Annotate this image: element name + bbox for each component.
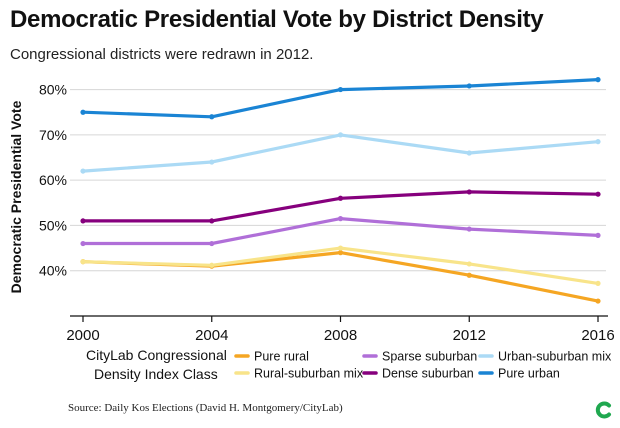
data-point-urban-suburban-mix bbox=[337, 132, 344, 138]
data-point-pure-urban bbox=[337, 86, 344, 93]
y-tick-label: 60% bbox=[39, 172, 67, 188]
legend-title-line-1: CityLab Congressional bbox=[86, 347, 227, 363]
y-tick-label: 70% bbox=[39, 127, 67, 143]
data-point-pure-urban bbox=[595, 77, 601, 83]
data-point-urban-suburban-mix bbox=[209, 159, 215, 165]
data-point-urban-suburban-mix bbox=[466, 150, 472, 156]
data-point-urban-suburban-mix bbox=[80, 168, 86, 174]
data-point-pure-rural bbox=[337, 250, 344, 256]
legend-label-dense-suburban: Dense suburban bbox=[382, 367, 474, 381]
legend-label-pure-rural: Pure rural bbox=[254, 350, 309, 364]
legend-label-rural-suburban-mix: Rural-suburban mix bbox=[254, 367, 364, 381]
data-point-rural-suburban-mix bbox=[466, 261, 472, 267]
legend-label-sparse-suburban: Sparse suburban bbox=[382, 350, 477, 364]
y-tick-label: 50% bbox=[39, 217, 67, 233]
data-point-dense-suburban bbox=[80, 218, 86, 224]
y-tick-label: 80% bbox=[39, 82, 67, 98]
x-tick-label: 2012 bbox=[453, 327, 486, 344]
data-point-pure-urban bbox=[209, 114, 215, 120]
x-tick-label: 2000 bbox=[66, 327, 99, 344]
chart-title: Democratic Presidential Vote by District… bbox=[10, 6, 544, 33]
y-axis-label: Democratic Presidential Vote bbox=[8, 100, 24, 293]
chart-subtitle: Congressional districts were redrawn in … bbox=[10, 46, 314, 63]
x-tick-label: 2004 bbox=[195, 327, 228, 344]
x-tick-labels: 2000 2004 2008 2012 2016 bbox=[66, 316, 615, 344]
data-point-rural-suburban-mix bbox=[595, 280, 601, 286]
data-point-dense-suburban bbox=[466, 189, 472, 195]
data-point-sparse-suburban bbox=[337, 216, 344, 222]
series-line-pure-rural bbox=[81, 251, 600, 303]
legend-title-line-2: Density Index Class bbox=[94, 366, 218, 382]
citylab-logo-icon bbox=[595, 401, 611, 419]
legend: CityLab Congressional Density Index Clas… bbox=[86, 347, 612, 382]
data-point-pure-urban bbox=[466, 83, 472, 89]
data-point-rural-suburban-mix bbox=[80, 259, 86, 265]
data-point-pure-urban bbox=[80, 109, 86, 115]
legend-label-pure-urban: Pure urban bbox=[498, 367, 560, 381]
legend-items: Pure rural Rural-suburban mix Sparse subur… bbox=[234, 350, 612, 381]
data-point-sparse-suburban bbox=[466, 226, 472, 232]
data-point-dense-suburban bbox=[209, 218, 215, 224]
data-point-urban-suburban-mix bbox=[595, 139, 601, 145]
y-tick-label: 40% bbox=[39, 263, 67, 279]
source-note: Source: Daily Kos Elections (David H. Mo… bbox=[68, 402, 343, 414]
data-point-sparse-suburban bbox=[595, 232, 601, 238]
data-point-pure-rural bbox=[595, 298, 601, 304]
data-point-pure-rural bbox=[466, 272, 472, 278]
series-line-pure-urban bbox=[81, 77, 600, 119]
x-tick-label: 2008 bbox=[324, 327, 357, 344]
data-point-rural-suburban-mix bbox=[337, 245, 344, 251]
data-point-sparse-suburban bbox=[209, 240, 215, 247]
data-point-dense-suburban bbox=[595, 191, 601, 197]
data-point-rural-suburban-mix bbox=[209, 262, 215, 268]
series-lines bbox=[80, 77, 601, 304]
x-tick-label: 2016 bbox=[581, 327, 614, 344]
data-point-sparse-suburban bbox=[80, 240, 86, 247]
legend-label-urban-suburban-mix: Urban-suburban mix bbox=[498, 350, 612, 364]
series-line-urban-suburban-mix bbox=[81, 133, 600, 173]
data-point-dense-suburban bbox=[337, 195, 344, 201]
y-tick-labels: 40% 50% 60% 70% 80% bbox=[39, 82, 67, 279]
